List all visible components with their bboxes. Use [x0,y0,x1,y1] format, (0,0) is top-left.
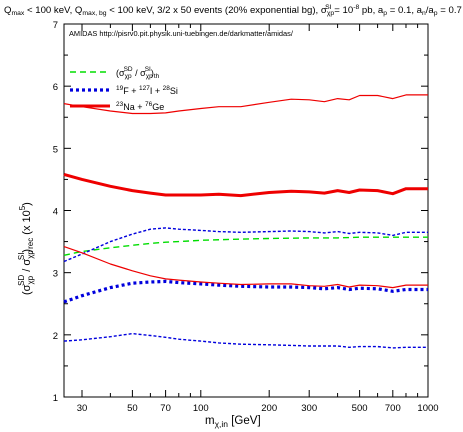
y-tick-label: 3 [53,269,58,280]
y-tick-label: 6 [53,82,58,93]
legend-label-fis: 19F + 127I + 28Si [116,85,178,96]
series-nage_lower [63,246,428,289]
x-tick-label: 100 [193,403,209,414]
x-tick-label: 70 [160,403,171,414]
legend-label-theory: (σχpSD / σχpSI)th [116,66,160,80]
x-tick-label: 30 [77,403,88,414]
x-axis: 30 50 70 100 200 300 500 700 1000 [77,24,439,414]
y-axis-label: (σχpSD / σχpSI)rec (x 105) [17,202,35,295]
x-tick-label: 500 [352,403,368,414]
y-tick-label: 4 [53,207,58,218]
x-tick-label: 50 [127,403,138,414]
x-tick-label: 200 [261,403,277,414]
x-tick-label: 700 [385,403,401,414]
series-theory [63,236,428,256]
legend-label-nage: 23Na + 76Ge [116,101,164,112]
series-fis_lower [63,332,428,349]
amidas-annotation: AMIDAS http://pisrv0.pit.physik.uni-tueb… [69,29,294,38]
plot-frame [63,23,429,398]
y-axis: 1 2 3 4 5 6 7 [53,20,428,404]
series-nage_upper [63,94,428,115]
legend: (σχpSD / σχpSI)th 19F + 127I + 28Si 23Na… [70,66,178,112]
series-nage [63,172,428,198]
y-tick-label: 5 [53,144,58,155]
y-tick-label: 7 [53,20,58,31]
x-tick-label: 300 [301,403,317,414]
series-fis_upper [63,227,428,263]
x-tick-label: 1000 [417,403,438,414]
chart-title: Qmax < 100 keV, Qmax, bg < 100 keV, 3/2 … [4,4,462,17]
y-tick-label: 2 [53,331,58,342]
y-tick-label: 1 [53,393,58,404]
x-axis-label: mχ,in [GeV] [205,415,261,429]
series-group [63,94,428,349]
